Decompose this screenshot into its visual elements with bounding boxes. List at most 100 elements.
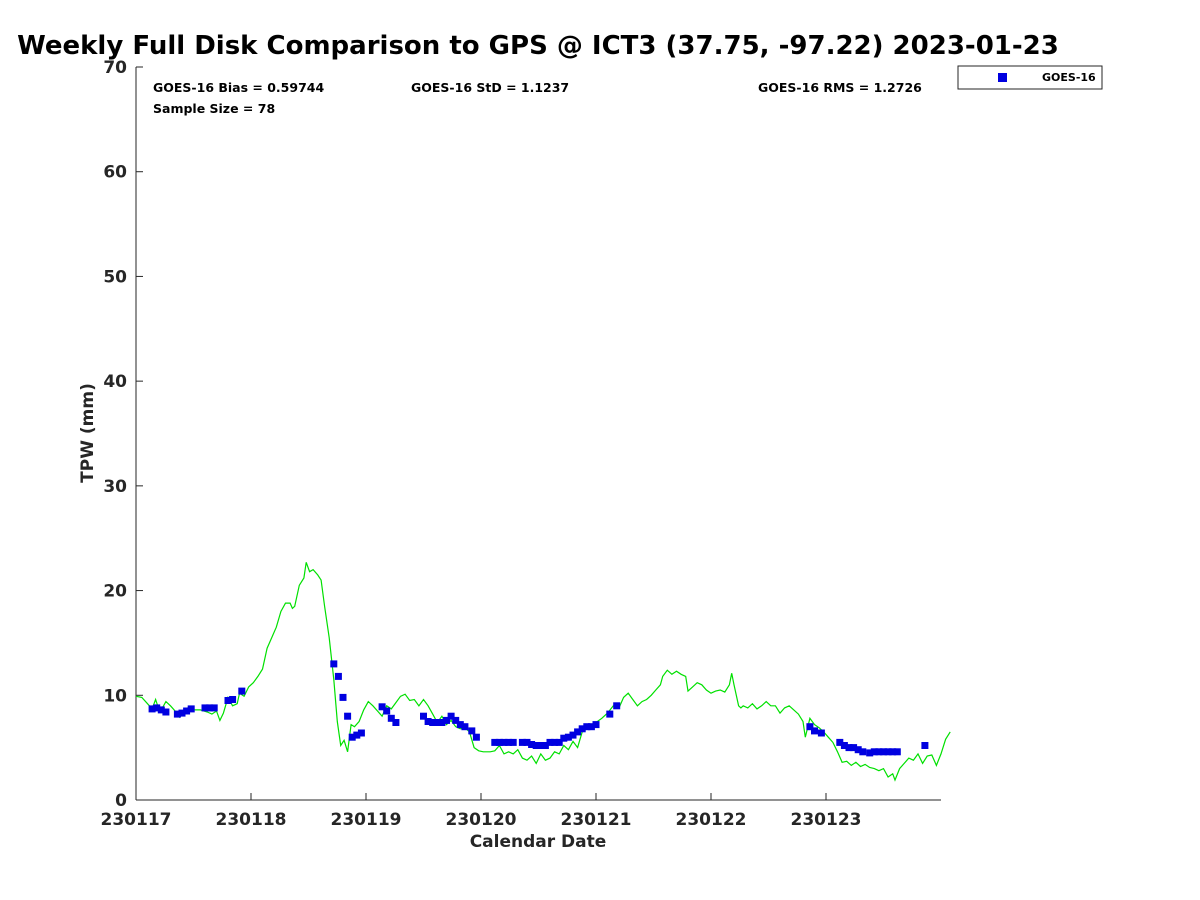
goes16-point [528,741,536,748]
goes16-point [578,725,586,733]
y-tick-label: 0 [115,791,127,811]
goes16-point [491,738,499,746]
goes16-point [505,738,513,746]
goes16-point [238,687,246,695]
goes16-point [468,727,476,735]
goes16-point [378,703,386,711]
goes16-point [443,716,450,724]
goes16-point [424,718,432,725]
goes16-point [183,707,191,715]
goes16-point [495,738,503,746]
rms-stat: GOES-16 RMS = 1.2726 [758,80,922,95]
legend: GOES-16 [957,65,1103,90]
goes16-point [613,702,621,710]
goes16-point [157,706,165,714]
goes16-point [870,748,878,756]
goes16-point [452,716,460,724]
chart-title: Weekly Full Disk Comparison to GPS @ ICT… [17,31,1059,61]
goes16-point [420,712,427,720]
goes16-point [592,721,600,729]
goes16-point [148,705,156,713]
goes16-point [178,709,186,717]
goes16-point [859,748,867,756]
goes16-point [840,742,848,749]
goes16-point [806,723,814,731]
goes16-point [173,710,181,718]
y-tick-label: 30 [103,477,127,497]
goes16-point [518,738,526,746]
goes16-point [537,742,545,749]
goes16-point [546,738,554,746]
goes16-point [383,707,391,715]
goes16-point [921,742,929,749]
goes16-point [817,729,825,737]
goes16-point [564,733,572,741]
goes16-point [532,742,540,749]
goes16-point [162,708,170,716]
goes16-point [447,712,455,720]
goes16-point [560,734,568,742]
goes16-point [866,749,874,757]
goes16-point [210,704,218,712]
goes16-point [433,719,441,726]
x-tick-label: 230121 [561,810,632,830]
goes16-point [392,719,400,726]
x-tick-label: 230123 [791,810,862,830]
plot-area: 0 10 20 30 40 50 60 70 230117 230118 230119 230120… [101,58,951,830]
x-tick-label: 230119 [331,810,402,830]
goes16-point [472,733,480,741]
goes16-point [461,723,469,731]
gps-line [135,562,951,782]
y-tick-label: 10 [103,686,127,706]
goes16-point [387,714,395,722]
x-axis-label: Calendar Date [470,832,607,852]
y-ticks: 0 10 20 30 40 50 60 70 [103,58,143,811]
goes16-point [889,748,897,756]
goes16-point [893,748,901,756]
goes16-point [884,748,892,756]
goes16-point [583,723,591,731]
bias-stat: GOES-16 Bias = 0.59744 [153,80,324,95]
goes16-scatter-series [148,660,929,757]
goes16-point [875,748,883,756]
goes16-point [330,660,338,668]
goes16-point [201,704,209,712]
goes16-point [606,710,614,718]
goes16-point [344,712,352,720]
y-tick-label: 60 [103,163,127,183]
y-tick-label: 20 [103,582,127,602]
legend-box [957,65,1103,90]
goes16-point [574,728,582,736]
goes16-point [850,744,858,752]
goes16-point [224,697,232,704]
goes16-point [845,744,853,752]
goes16-point [438,719,446,726]
x-tick-label: 230118 [216,810,287,830]
legend-label-goes16: GOES-16 [1042,71,1096,84]
goes16-point [523,738,531,746]
goes16-point [569,731,577,739]
goes16-point [339,693,347,701]
goes16-point [456,721,464,729]
goes16-point [500,738,508,746]
y-tick-label: 70 [103,58,127,78]
goes16-point [854,746,862,754]
goes16-point [587,723,595,731]
goes16-point [509,738,517,746]
x-tick-label: 230120 [446,810,517,830]
goes16-point [836,738,844,746]
gps-line-series [135,562,951,782]
goes16-point [551,738,559,746]
goes16-point [880,748,887,756]
goes16-point [811,727,818,735]
goes16-point [348,733,356,741]
goes16-point [429,719,437,726]
x-ticks: 230117 230118 230119 230120 230121 230122 2301… [101,793,862,830]
y-tick-label: 40 [103,372,127,392]
goes16-point [187,705,195,713]
x-tick-label: 230117 [101,810,172,830]
goes16-point [229,696,237,703]
goes16-point [555,738,563,746]
goes16-point [206,704,214,712]
